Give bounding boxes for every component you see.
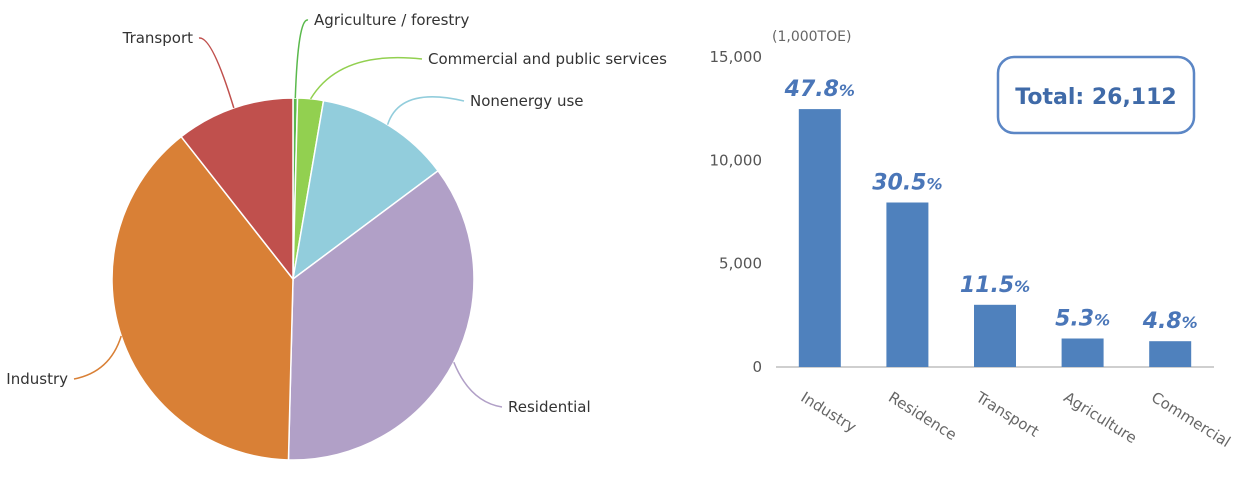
pie-slice-residential [287, 169, 475, 461]
y-unit-label: (1,000TOE) [772, 29, 851, 45]
pie-label-industry: Industry [6, 370, 68, 388]
pie-leader-nonenergy-use [386, 96, 465, 125]
pie-label-transport: Transport [122, 29, 194, 47]
bar-industry [798, 109, 841, 367]
pie-slice-nonenergy-use [291, 99, 440, 281]
pie-label-commercial-and-public-services: Commercial and public services [428, 50, 667, 68]
y-tick-label: 5,000 [719, 255, 762, 273]
bars [798, 109, 1192, 367]
y-tick-label: 15,000 [710, 48, 763, 66]
pie-leader-residential [453, 361, 503, 408]
total-box: Total: 26,112 [996, 55, 1196, 135]
value-label-transport: 11.5% [960, 273, 1030, 298]
bar-chart: (1,000TOE) 0 5,000 10,000 15,000 47.8% 30.5%… [710, 29, 1234, 451]
pie-label-agriculture-forestry: Agriculture / forestry [314, 11, 469, 29]
category-label-residence: Residence [885, 388, 960, 444]
value-label-residence: 30.5% [872, 171, 942, 196]
bar-commercial [1149, 341, 1192, 367]
category-label-commercial: Commercial [1148, 388, 1234, 451]
category-label-agriculture: Agriculture [1060, 388, 1140, 447]
pie-leader-transport [198, 37, 235, 109]
pie-leader-agriculture-forestry [294, 19, 309, 99]
y-axis: 0 5,000 10,000 15,000 [710, 48, 1214, 376]
pie-leader-industry [73, 335, 122, 380]
value-label-agriculture: 5.3% [1055, 307, 1110, 332]
pie-slice-transport [180, 97, 294, 282]
value-labels: 47.8% 30.5% 11.5% 5.3% 4.8% [784, 77, 1198, 334]
bar-agriculture [1061, 338, 1104, 367]
category-label-transport: Transport [972, 388, 1042, 441]
total-label: Total: 26,112 [1015, 85, 1176, 110]
pie-label-nonenergy-use: Nonenergy use [470, 92, 584, 110]
pie-label-residential: Residential [508, 398, 591, 416]
category-label-industry: Industry [798, 388, 860, 436]
y-tick-label: 10,000 [710, 151, 763, 169]
value-label-industry: 47.8% [784, 77, 855, 102]
category-labels: Industry Residence Transport Agriculture Com… [798, 388, 1234, 451]
pie-chart: Agriculture / forestry Commercial and pub… [6, 11, 667, 461]
bar-residence [886, 202, 929, 367]
value-label-commercial: 4.8% [1142, 309, 1198, 334]
pie-leader-commercial-and-public-services [309, 56, 423, 100]
bar-transport [974, 304, 1016, 367]
total-box-frame [996, 55, 1196, 135]
y-tick-label: 0 [752, 358, 762, 376]
